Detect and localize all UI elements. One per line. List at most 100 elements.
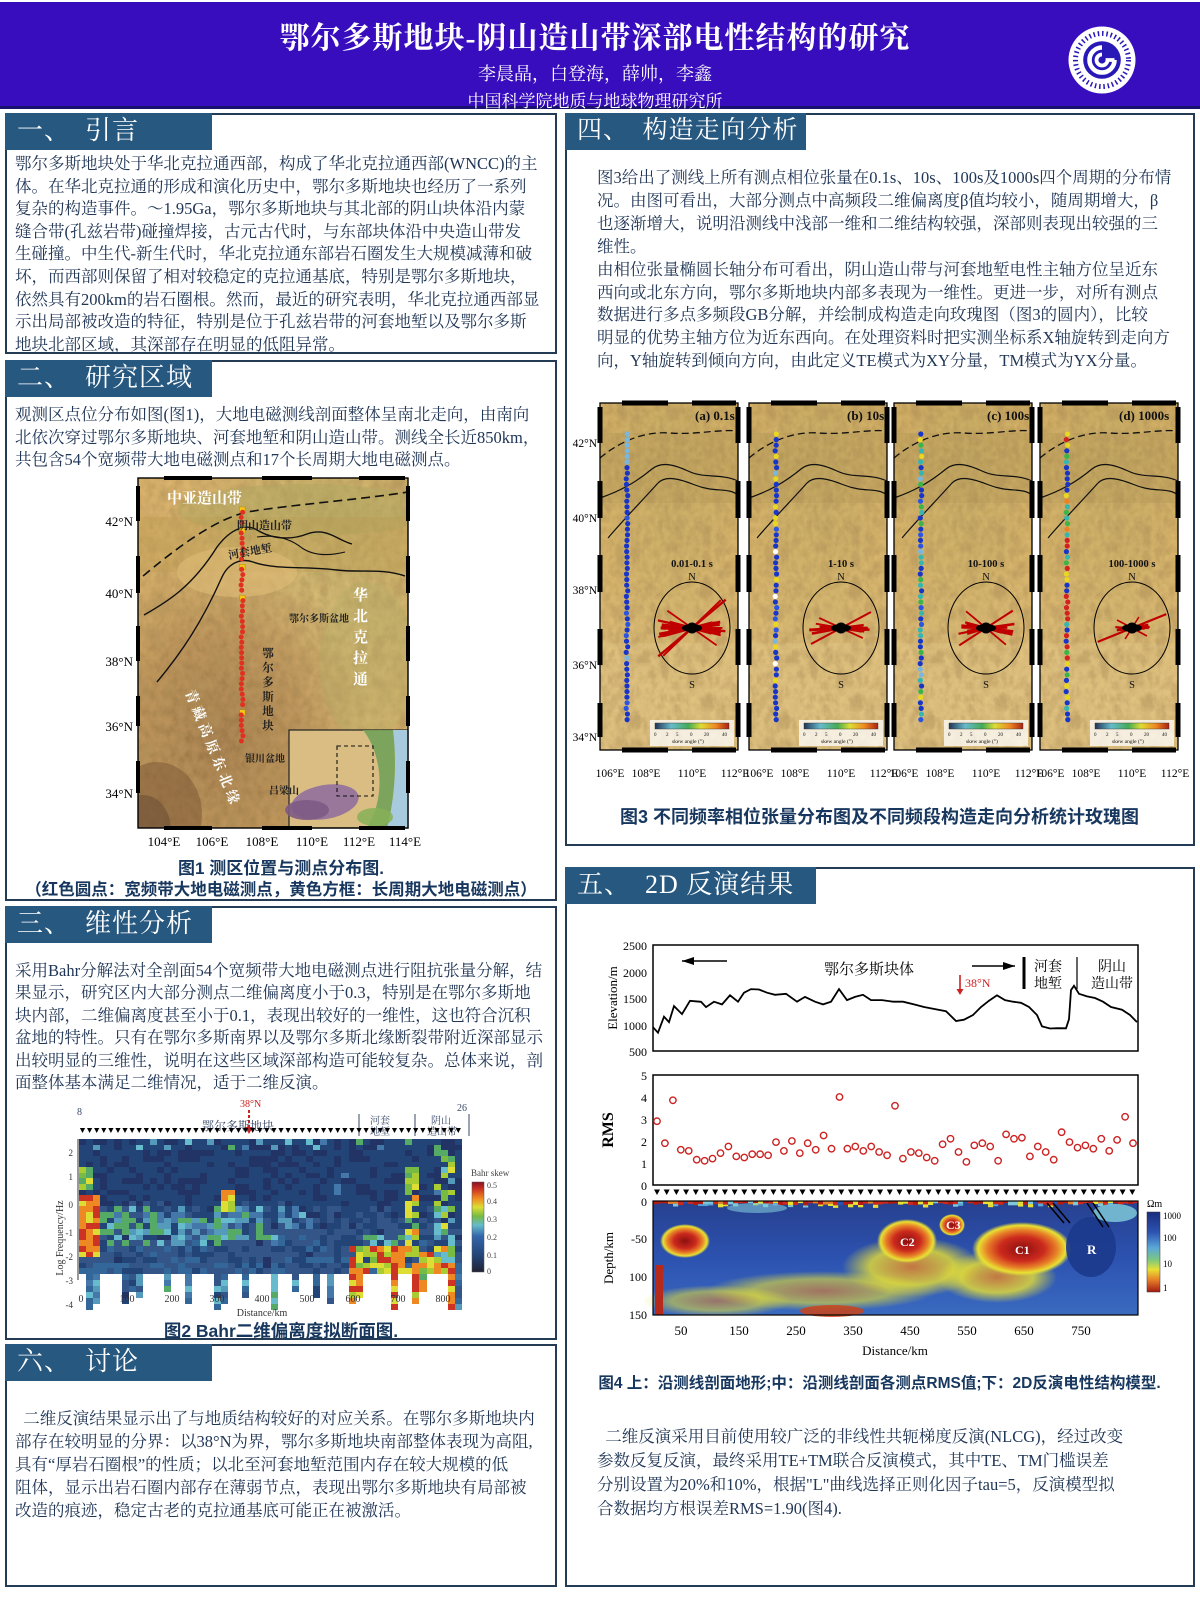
- svg-text:N: N: [837, 572, 845, 583]
- svg-text:108°E: 108°E: [781, 768, 810, 780]
- svg-text:400: 400: [255, 1294, 270, 1305]
- svg-text:106°E: 106°E: [196, 834, 229, 849]
- svg-text:600: 600: [346, 1294, 361, 1305]
- svg-text:-50: -50: [631, 1232, 647, 1246]
- svg-text:110°E: 110°E: [972, 768, 1000, 780]
- svg-text:阴山: 阴山: [431, 1114, 451, 1127]
- svg-text:150: 150: [729, 1323, 749, 1338]
- svg-text:104°E: 104°E: [148, 834, 181, 849]
- svg-text:112°E: 112°E: [343, 834, 375, 849]
- svg-text:8: 8: [77, 1107, 82, 1118]
- svg-text:0: 0: [641, 1179, 647, 1193]
- svg-text:112°E: 112°E: [721, 768, 749, 780]
- svg-text:(c) 100s: (c) 100s: [987, 408, 1029, 423]
- svg-text:800: 800: [436, 1294, 451, 1305]
- svg-text:C1: C1: [1015, 1243, 1030, 1257]
- svg-text:鄂尔多斯地块: 鄂尔多斯地块: [261, 647, 274, 734]
- svg-text:S: S: [689, 680, 695, 691]
- svg-text:0.01-0.1 s: 0.01-0.1 s: [671, 559, 713, 570]
- svg-text:106°E: 106°E: [890, 768, 919, 780]
- svg-text:2: 2: [641, 1135, 647, 1149]
- svg-text:42°N: 42°N: [105, 514, 133, 529]
- svg-text:阴山: 阴山: [1098, 959, 1126, 975]
- svg-text:250: 250: [786, 1323, 806, 1338]
- svg-text:110°E: 110°E: [296, 834, 328, 849]
- svg-text:110°E: 110°E: [1118, 768, 1146, 780]
- svg-text:Bahr skew: Bahr skew: [471, 1168, 510, 1178]
- svg-text:10: 10: [1163, 1259, 1173, 1269]
- svg-text:N: N: [688, 572, 696, 583]
- svg-text:N: N: [1128, 572, 1136, 583]
- svg-text:500: 500: [629, 1045, 647, 1059]
- svg-text:Depth/km: Depth/km: [601, 1232, 616, 1284]
- svg-text:114°E: 114°E: [389, 834, 421, 849]
- svg-text:42°N: 42°N: [573, 438, 598, 450]
- svg-text:1: 1: [1163, 1283, 1168, 1293]
- svg-text:中亚造山带: 中亚造山带: [167, 489, 242, 507]
- svg-text:0.5: 0.5: [487, 1181, 497, 1190]
- svg-text:38°N: 38°N: [965, 976, 991, 990]
- svg-text:10-100 s: 10-100 s: [968, 559, 1004, 570]
- svg-text:C3: C3: [946, 1218, 961, 1232]
- svg-text:-3: -3: [66, 1276, 74, 1286]
- svg-text:0: 0: [79, 1294, 84, 1305]
- svg-text:S: S: [1129, 680, 1135, 691]
- svg-text:38°N: 38°N: [240, 1099, 261, 1110]
- svg-text:2: 2: [69, 1148, 74, 1158]
- svg-text:(b) 10s: (b) 10s: [847, 408, 884, 423]
- svg-text:100: 100: [1163, 1233, 1177, 1243]
- svg-text:0.3: 0.3: [487, 1215, 497, 1224]
- svg-text:112°E: 112°E: [1015, 768, 1043, 780]
- svg-text:500: 500: [300, 1294, 315, 1305]
- svg-text:100-1000 s: 100-1000 s: [1109, 559, 1156, 570]
- svg-text:106°E: 106°E: [745, 768, 774, 780]
- svg-text:造山带: 造山带: [427, 1125, 457, 1138]
- svg-text:108°E: 108°E: [632, 768, 661, 780]
- svg-text:(a) 0.1s: (a) 0.1s: [695, 408, 735, 423]
- svg-text:Log Frequency/Hz: Log Frequency/Hz: [55, 1200, 66, 1276]
- svg-text:1000: 1000: [623, 1019, 647, 1033]
- svg-text:350: 350: [843, 1323, 863, 1338]
- svg-text:鄂尔多斯块体: 鄂尔多斯块体: [824, 961, 914, 978]
- svg-text:河套: 河套: [370, 1115, 390, 1127]
- svg-text:R: R: [1087, 1242, 1097, 1257]
- svg-text:Distance/km: Distance/km: [862, 1343, 928, 1358]
- svg-text:0: 0: [487, 1267, 491, 1276]
- svg-text:34°N: 34°N: [573, 732, 598, 744]
- svg-text:鄂尔多斯盆地: 鄂尔多斯盆地: [289, 612, 349, 625]
- svg-text:5: 5: [641, 1069, 647, 1083]
- svg-text:(d) 1000s: (d) 1000s: [1119, 408, 1169, 423]
- svg-text:-4: -4: [66, 1300, 74, 1310]
- svg-text:华北克拉通: 华北克拉通: [351, 586, 368, 692]
- svg-text:110°E: 110°E: [827, 768, 855, 780]
- svg-text:2000: 2000: [623, 966, 647, 980]
- svg-text:-2: -2: [66, 1252, 74, 1262]
- svg-text:108°E: 108°E: [1072, 768, 1101, 780]
- svg-text:112°E: 112°E: [1161, 768, 1189, 780]
- svg-text:3: 3: [641, 1113, 647, 1127]
- svg-text:河套: 河套: [1034, 959, 1062, 975]
- svg-text:1: 1: [641, 1157, 647, 1171]
- svg-text:4: 4: [641, 1091, 647, 1105]
- svg-text:S: S: [983, 680, 989, 691]
- svg-text:300: 300: [210, 1294, 225, 1305]
- svg-text:-1: -1: [66, 1228, 74, 1238]
- svg-text:700: 700: [391, 1294, 406, 1305]
- svg-text:106°E: 106°E: [596, 768, 625, 780]
- svg-text:34°N: 34°N: [105, 786, 133, 801]
- svg-text:0: 0: [641, 1195, 647, 1209]
- svg-text:造山带: 造山带: [1091, 975, 1133, 992]
- svg-text:26: 26: [457, 1103, 467, 1114]
- svg-text:38°N: 38°N: [105, 654, 133, 669]
- svg-text:100: 100: [120, 1294, 135, 1305]
- svg-text:0.2: 0.2: [487, 1233, 497, 1242]
- svg-text:450: 450: [900, 1323, 920, 1338]
- svg-text:C2: C2: [900, 1235, 915, 1249]
- svg-text:650: 650: [1014, 1323, 1034, 1338]
- svg-text:110°E: 110°E: [678, 768, 706, 780]
- svg-text:Elevation/m: Elevation/m: [605, 966, 620, 1030]
- svg-text:2500: 2500: [623, 939, 647, 953]
- svg-text:108°E: 108°E: [246, 834, 279, 849]
- svg-text:0.1: 0.1: [487, 1251, 497, 1260]
- svg-text:550: 550: [957, 1323, 977, 1338]
